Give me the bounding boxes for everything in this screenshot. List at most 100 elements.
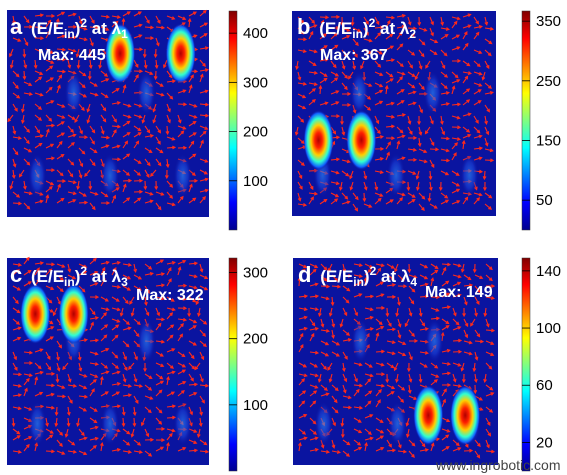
field-arrow (23, 92, 33, 96)
field-arrow (133, 197, 142, 204)
field-arrow (100, 266, 106, 276)
field-arrow (428, 181, 433, 192)
field-arrow (12, 268, 20, 276)
field-arrow (12, 201, 23, 206)
field-arrow (451, 200, 461, 205)
field-arrow (133, 189, 144, 194)
field-arrow (23, 281, 32, 287)
field-arrow (133, 23, 143, 28)
field-arrow (349, 170, 354, 180)
field-arrow (155, 438, 166, 443)
field-arrow (67, 449, 78, 454)
field-arrow (397, 384, 406, 391)
field-arrow (375, 362, 385, 367)
field-arrow (12, 103, 18, 112)
field-arrow (452, 307, 457, 317)
field-arrow (430, 277, 435, 287)
field-arrow (473, 16, 479, 25)
field-arrow (320, 284, 331, 289)
field-arrow (56, 274, 64, 281)
field-arrow (100, 278, 106, 287)
field-arrow (66, 406, 71, 417)
field-arrow (155, 272, 166, 276)
field-arrow (484, 148, 494, 153)
field-arrow (308, 24, 318, 29)
field-arrow (177, 130, 185, 138)
field-arrow (375, 293, 385, 298)
field-arrow (155, 296, 165, 301)
field-arrow (396, 43, 404, 51)
field-arrow (319, 57, 329, 62)
field-arrow (330, 170, 340, 175)
field-arrow (452, 349, 463, 354)
panel-c-title: c (E/Ein)2 at λ3 (10, 262, 128, 289)
field-arrow (353, 263, 363, 267)
field-arrow (152, 114, 157, 124)
field-arrow (122, 120, 131, 127)
field-arrow (128, 362, 135, 370)
field-arrow (89, 158, 96, 167)
field-arrow (440, 82, 448, 90)
field-arrow (318, 307, 322, 317)
field-arrow (451, 115, 461, 120)
field-arrow (484, 115, 488, 125)
field-arrow (363, 27, 369, 36)
field-arrow (397, 296, 401, 307)
colorbar-tick-label: 60 (536, 377, 553, 394)
field-arrow (177, 266, 182, 276)
panel-d-max-label: Max: 149 (425, 284, 493, 301)
field-arrow (353, 405, 364, 410)
field-arrow (177, 89, 187, 94)
field-arrow (45, 180, 55, 186)
field-arrow (396, 13, 406, 18)
field-arrow (298, 436, 308, 441)
field-arrow (155, 317, 166, 322)
field-arrow (45, 156, 56, 161)
field-arrow (122, 439, 131, 446)
field-arrow (89, 406, 98, 412)
field-arrow (320, 362, 327, 370)
field-arrow (408, 450, 415, 459)
field-arrow (463, 340, 473, 345)
field-arrow (199, 139, 204, 149)
field-structure (460, 153, 479, 197)
panel-b: b (E/Ein)2 at λ2 Max: 367 350 250 150 50 (292, 10, 561, 231)
field-arrow (64, 428, 69, 438)
field-arrow (23, 37, 29, 47)
field-arrow (188, 197, 197, 204)
field-structure (173, 153, 192, 198)
field-arrow (452, 373, 457, 383)
field-arrow (199, 188, 209, 193)
field-arrow (342, 307, 348, 317)
field-arrow (149, 169, 157, 177)
field-arrow (166, 266, 172, 276)
field-arrow (430, 379, 438, 386)
field-arrow (386, 439, 392, 448)
field-arrow (297, 16, 305, 24)
field-arrow (297, 181, 303, 190)
field-arrow (12, 336, 22, 342)
field-arrow (308, 16, 316, 24)
field-arrow (111, 129, 117, 138)
field-arrow (342, 405, 353, 410)
field-arrow (86, 103, 91, 113)
field-arrow (429, 49, 438, 56)
field-arrow (473, 89, 482, 95)
colorbar-tick-label: 250 (536, 73, 561, 90)
field-arrow (45, 428, 54, 434)
field-arrow (461, 373, 466, 384)
field-arrow (45, 30, 51, 39)
field-arrow (78, 125, 83, 135)
field-arrow (155, 25, 166, 30)
field-arrow (45, 19, 52, 28)
field-arrow (199, 102, 210, 107)
field-arrow (440, 60, 446, 70)
field-arrow (133, 74, 139, 83)
field-arrow (67, 373, 72, 383)
field-arrow (386, 448, 397, 453)
field-arrow (133, 158, 142, 164)
field-arrow (45, 405, 56, 410)
field-arrow (429, 147, 440, 152)
field-arrow (384, 84, 389, 95)
field-arrow (484, 137, 489, 147)
